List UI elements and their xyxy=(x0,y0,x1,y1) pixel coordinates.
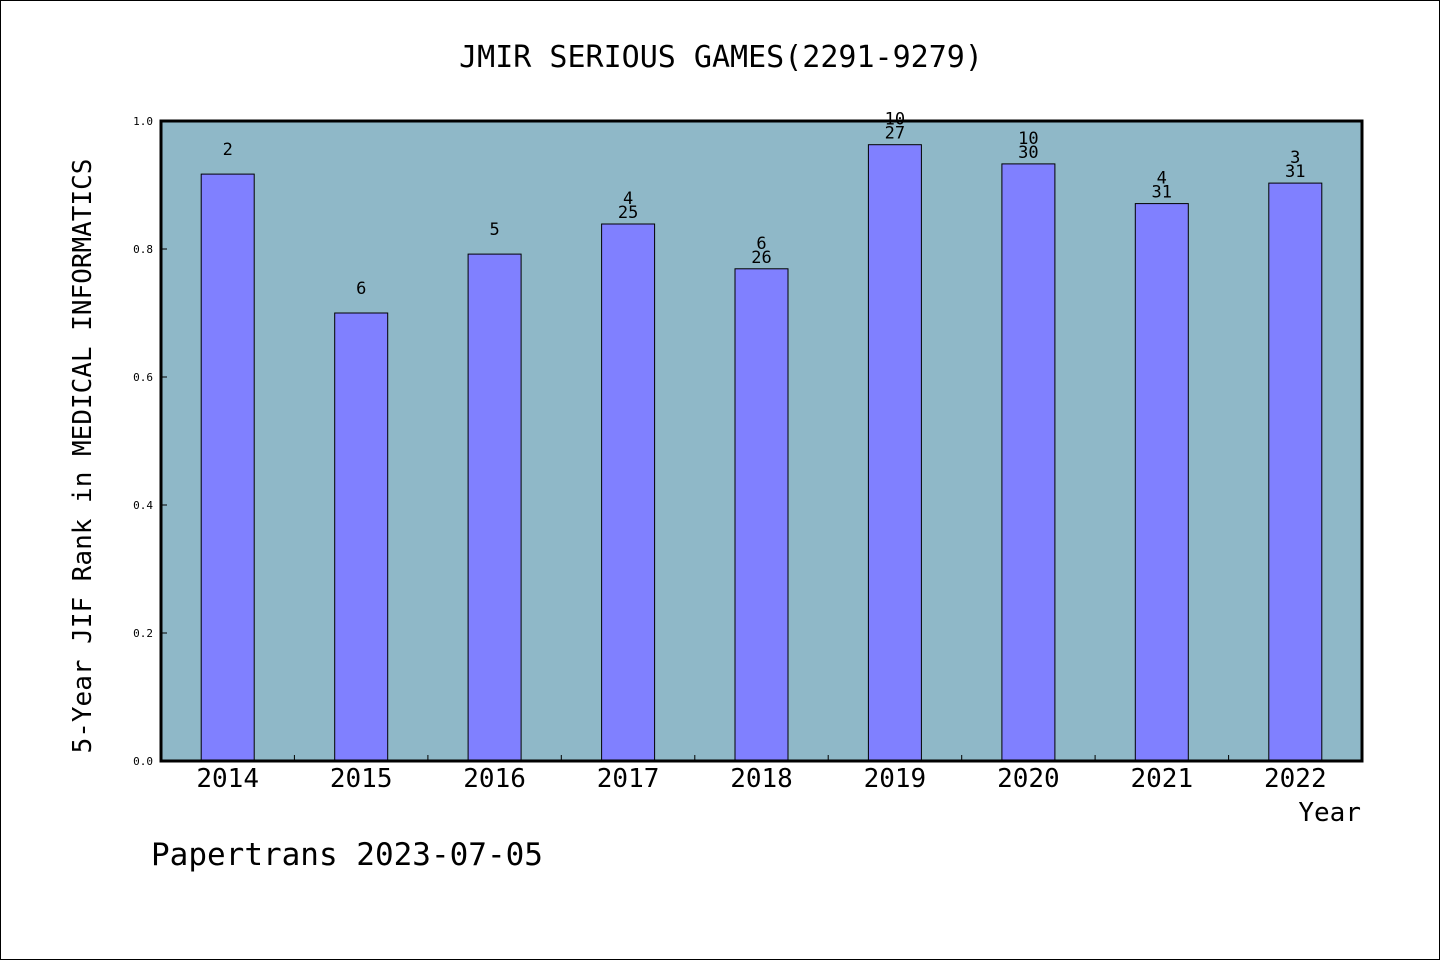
bar-2015 xyxy=(334,312,389,762)
x-tick-label-2015: 2015 xyxy=(330,764,393,794)
y-axis-label: 5-Year JIF Rank in MEDICAL INFORMATICS xyxy=(68,159,98,754)
bar-2019 xyxy=(867,144,922,762)
x-tick-label-2016: 2016 xyxy=(463,764,526,794)
bar-2020 xyxy=(1001,163,1056,762)
x-tick-label-2020: 2020 xyxy=(997,764,1060,794)
x-axis-label: Year xyxy=(1298,798,1361,828)
bar-2016 xyxy=(467,253,522,762)
y-tick-label-0.4: 0.4 xyxy=(133,499,153,512)
x-tick-label-2018: 2018 xyxy=(730,764,793,794)
data-label-rank-2014: 2 xyxy=(223,140,233,160)
footer-text: Papertrans 2023-07-05 xyxy=(151,837,543,873)
y-tick-label-0.0: 0.0 xyxy=(133,755,153,768)
x-tick-label-2019: 2019 xyxy=(864,764,927,794)
data-label-top-2017: 4 xyxy=(623,189,633,209)
plot-border xyxy=(159,119,1364,763)
x-tick-label-2021: 2021 xyxy=(1130,764,1193,794)
x-tick-label-2017: 2017 xyxy=(597,764,660,794)
x-tick-label-2014: 2014 xyxy=(196,764,259,794)
x-tick-label-2022: 2022 xyxy=(1264,764,1327,794)
data-label-top-2020: 10 xyxy=(1018,129,1038,149)
y-axis: 0.0 0.2 0.4 0.6 0.8 1.0 xyxy=(133,115,167,768)
data-label-bottom-2017: 25 xyxy=(618,203,638,223)
data-label-rank-2016: 5 xyxy=(489,220,499,240)
data-label-bottom-2021: 31 xyxy=(1152,183,1172,203)
y-tick-label-1.0: 1.0 xyxy=(133,115,153,128)
data-label-bottom-2018: 26 xyxy=(751,248,771,268)
y-tick-label-0.2: 0.2 xyxy=(133,627,153,640)
data-label-top-2018: 6 xyxy=(756,234,766,254)
data-label-bottom-2019: 27 xyxy=(885,124,905,144)
bar-2022 xyxy=(1268,182,1323,762)
data-label-top-2021: 4 xyxy=(1157,169,1167,189)
bar-2014 xyxy=(200,173,255,762)
data-label-rank-2015: 6 xyxy=(356,279,366,299)
data-label-top-2022: 3 xyxy=(1290,148,1300,168)
bar-2018 xyxy=(734,268,789,762)
bar-2017 xyxy=(601,223,656,762)
y-tick-label-0.8: 0.8 xyxy=(133,243,153,256)
bars-group xyxy=(200,144,1323,762)
data-label-bottom-2022: 31 xyxy=(1285,162,1305,182)
y-tick-label-0.6: 0.6 xyxy=(133,371,153,384)
chart-title: JMIR SERIOUS GAMES(2291-9279) xyxy=(459,40,983,75)
bar-2021 xyxy=(1134,203,1189,762)
data-label-bottom-2020: 30 xyxy=(1018,143,1038,163)
x-axis: 2014 2015 2016 2017 2018 2019 2020 2021 2022 xyxy=(196,755,1327,794)
